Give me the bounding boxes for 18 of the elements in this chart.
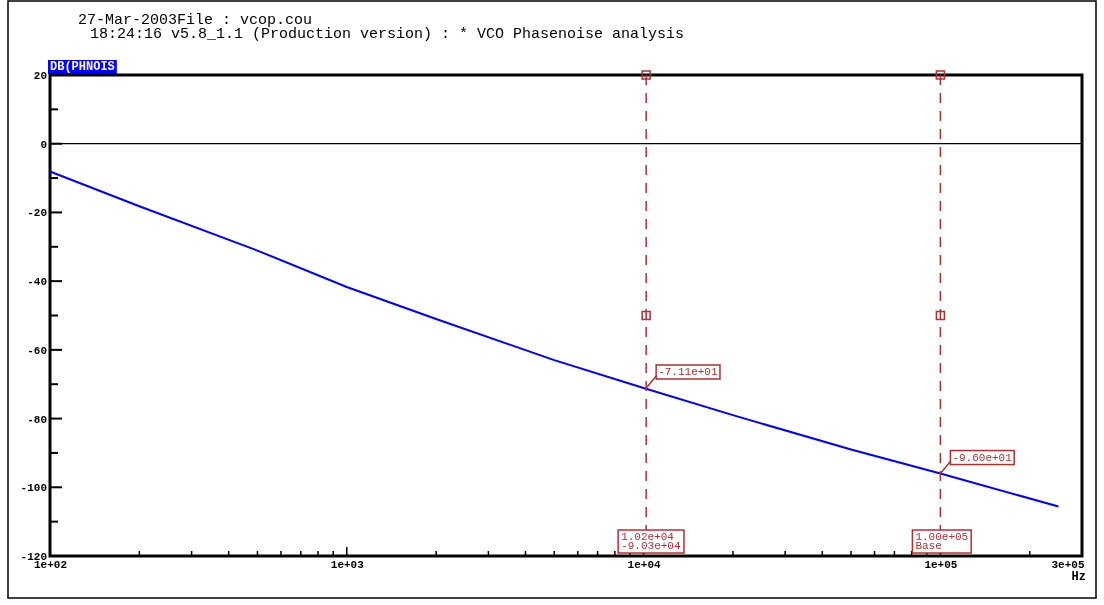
ref-line-label: 1.00e+05 Base	[915, 531, 969, 552]
y-tick-label: -40	[27, 276, 47, 289]
x-tick-label: 1e+05	[924, 558, 958, 571]
y-tick-label: -20	[27, 207, 47, 220]
y-tick-label: -60	[27, 344, 47, 357]
y-tick-label: 0	[40, 138, 47, 151]
chart-subtitle: 18:24:16 v5.8_1.1 (Production version) : * VCO Phasenoise analysis	[90, 26, 685, 43]
x-tick-label: 1e+03	[330, 558, 365, 571]
y-tick-label: -100	[20, 482, 47, 495]
x-axis-title: Hz	[1071, 570, 1086, 584]
y-tick-label: 20	[33, 70, 47, 83]
ref-line-label: 1.02e+04 -9.03e+04	[621, 531, 681, 552]
y-tick-label: -80	[27, 413, 47, 426]
y-axis-title: DB(PHNOIS	[50, 60, 115, 74]
annotation: -9.60e+01	[952, 451, 1013, 464]
annotation: -7.11e+01	[658, 365, 718, 378]
x-tick-label: 3e+05	[1051, 558, 1085, 571]
x-tick-label: 1e+04	[627, 558, 661, 571]
